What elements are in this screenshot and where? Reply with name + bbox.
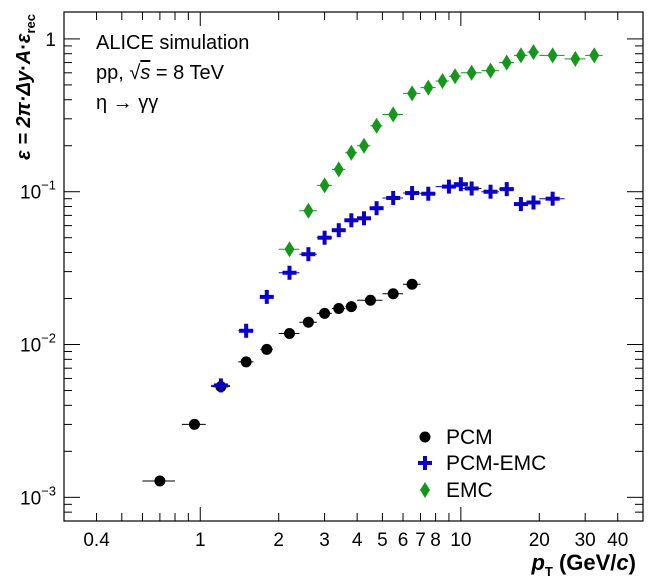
data-point [319,177,330,194]
data-point [344,213,359,228]
x-tick-label: 40 [607,530,628,551]
data-point [364,294,376,306]
data-point [407,85,418,102]
data-point [333,161,344,178]
data-point [513,197,528,212]
data-point [188,418,200,430]
x-tick-label: 20 [529,530,550,551]
x-axis-title: pT (GeV/c) [530,550,636,579]
x-tick-label: 0.4 [83,530,110,551]
data-point [388,106,399,123]
x-tick-label: 30 [575,530,596,551]
data-point [406,278,418,290]
data-point [547,47,558,64]
legend-label: PCM [446,426,493,449]
data-point [485,62,496,79]
data-point [441,179,456,194]
data-point [453,177,468,192]
x-tick-label: 10 [450,530,471,551]
legend-label: PCM-EMC [446,452,546,475]
x-tick-label: 7 [415,530,426,551]
tick-labels: 0.4 1 2 3 4 5 6 7 8 10 20 30 40 10−3 10−2 10−1 1 [20,30,628,551]
data-point [283,328,295,340]
data-point [405,186,420,201]
data-point [333,303,345,315]
data-point [284,241,295,258]
data-point [346,144,357,161]
data-point [357,211,372,226]
legend-label: EMC [446,479,493,502]
data-point [421,186,436,201]
data-point [387,288,399,300]
data-point [450,68,461,85]
data-point [437,73,448,90]
data-point [259,289,274,304]
data-point [282,265,297,280]
series-pcm-emc [211,177,565,393]
data-point [545,191,560,206]
data-point [466,64,477,81]
legend-item-pcm-emc: PCM-EMC [418,452,546,475]
annotation-line2: pp, √s = 8 TeV [96,62,225,84]
data-point [154,475,166,487]
data-point [423,79,434,96]
data-point [213,378,228,393]
data-series [142,44,603,487]
data-point [483,184,498,199]
data-point [464,181,479,196]
legend-marker [419,431,431,443]
axis-ticks [63,12,644,522]
data-point [371,117,382,134]
legend: PCM PCM-EMC EMC [418,426,546,502]
y-tick-label: 10−2 [20,331,56,357]
data-point [369,201,384,216]
series-emc [278,44,603,258]
data-point [301,247,316,262]
annotation-line3: η → γγ [96,92,158,114]
data-point [570,50,581,67]
y-tick-label: 10−3 [20,483,56,509]
data-point [501,54,512,71]
data-point [589,47,600,64]
data-point [386,190,401,205]
data-point [345,301,357,313]
x-tick-label: 6 [398,530,409,551]
legend-item-pcm: PCM [419,426,493,449]
data-point [515,47,526,64]
data-point [240,356,252,368]
y-axis-title: ε = 2π·Δy·A·εrec [13,14,38,160]
y-tick-label: 1 [45,30,56,51]
x-tick-label: 1 [195,530,206,551]
x-tick-label: 5 [377,530,388,551]
x-tick-label: 4 [352,530,363,551]
data-point [359,137,370,154]
data-point [499,182,514,197]
legend-marker [418,456,432,470]
annotation-line1: ALICE simulation [96,32,249,54]
data-point [528,44,539,61]
x-tick-label: 3 [319,530,330,551]
data-point [303,202,314,219]
data-point [526,195,541,210]
plot-frame [63,11,644,522]
y-tick-label: 10−1 [20,178,56,204]
data-point [331,223,346,238]
data-point [261,343,273,355]
x-tick-label: 8 [430,530,441,551]
x-tick-label: 2 [273,530,284,551]
legend-item-emc: EMC [420,479,493,502]
data-point [317,230,332,245]
series-pcm [142,278,421,487]
data-point [319,307,331,319]
data-point [302,316,314,328]
legend-marker [420,482,430,498]
data-point [239,323,254,338]
